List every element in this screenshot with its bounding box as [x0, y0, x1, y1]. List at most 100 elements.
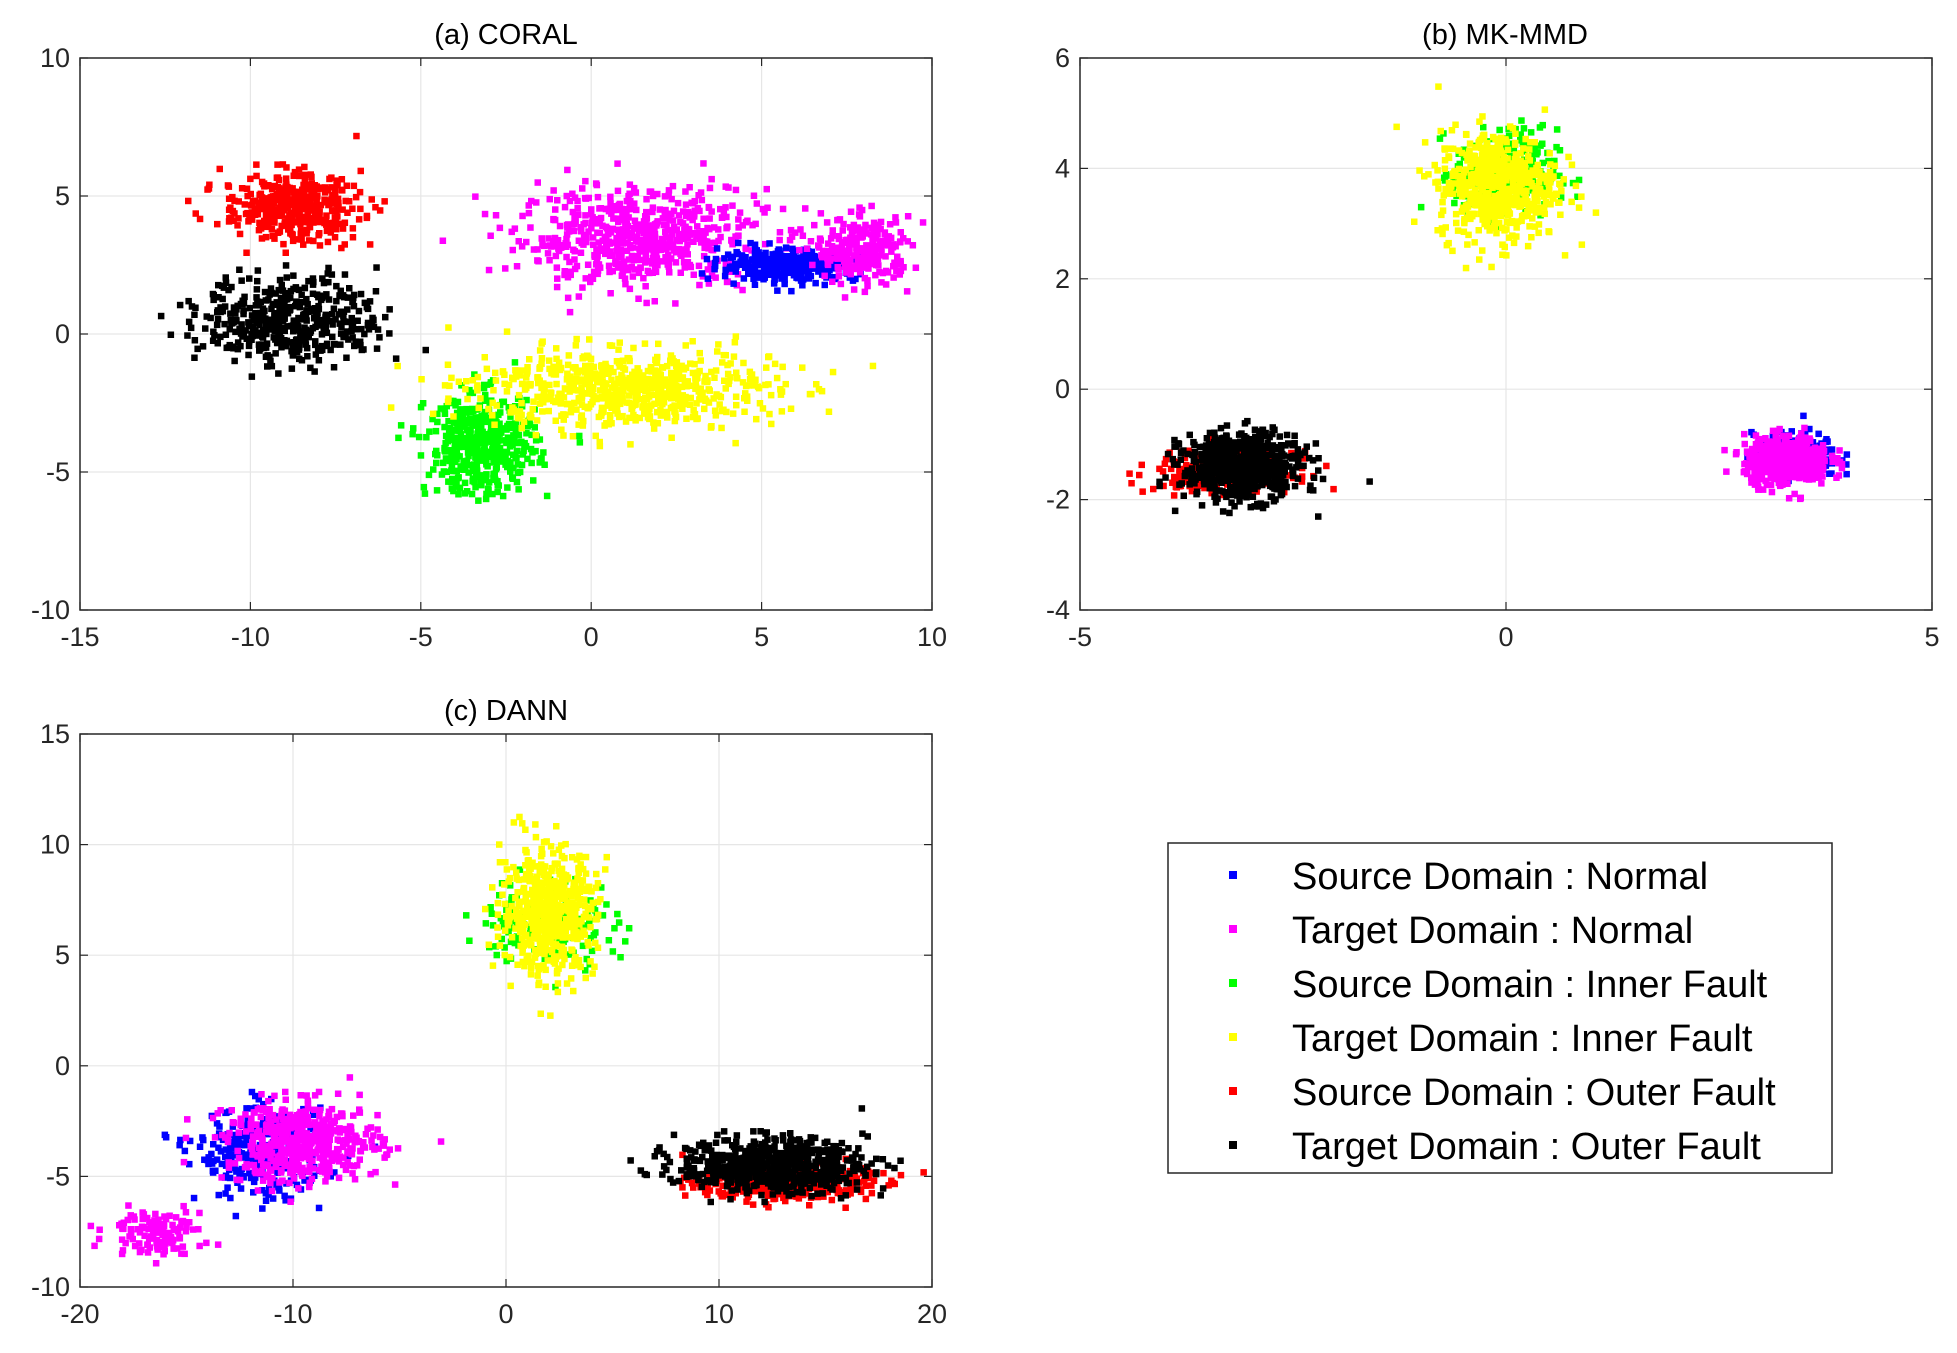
scatter-point [588, 225, 595, 232]
scatter-point [481, 354, 488, 361]
scatter-point [512, 427, 520, 434]
scatter-point [1759, 486, 1767, 493]
scatter-point [323, 312, 331, 320]
scatter-point [763, 364, 770, 371]
scatter-point [498, 437, 506, 444]
scatter-point [244, 209, 251, 217]
scatter-point [1531, 139, 1539, 146]
scatter-point [532, 437, 540, 444]
scatter-point [523, 396, 530, 404]
scatter-point [618, 205, 625, 213]
scatter-point [678, 383, 686, 391]
scatter-point [333, 181, 341, 189]
scatter-point [606, 268, 613, 276]
scatter-point [322, 323, 329, 331]
scatter-point [339, 225, 347, 232]
scatter-point [518, 243, 526, 250]
scatter-point [890, 274, 897, 281]
scatter-point [254, 210, 262, 218]
scatter-point [778, 408, 786, 415]
scatter-point [215, 294, 222, 301]
scatter-point [228, 283, 235, 291]
scatter-point [725, 377, 733, 384]
scatter-point [606, 413, 614, 421]
scatter-point [1529, 215, 1536, 222]
scatter-point [1752, 453, 1759, 460]
scatter-point [684, 208, 692, 216]
scatter-point [1462, 166, 1470, 173]
scatter-point [704, 377, 711, 384]
scatter-point [534, 246, 541, 253]
scatter-point [237, 300, 245, 308]
scatter-point [868, 243, 875, 250]
scatter-point [1541, 106, 1549, 113]
scatter-point [279, 204, 286, 211]
scatter-point [1801, 434, 1809, 441]
scatter-point [679, 405, 686, 412]
scatter-point [872, 261, 880, 269]
scatter-point [609, 225, 617, 233]
scatter-point [303, 295, 310, 303]
scatter-point [472, 414, 480, 421]
scatter-point [496, 401, 504, 409]
scatter-point [635, 221, 642, 228]
scatter-point [654, 368, 662, 375]
scatter-point [560, 416, 567, 423]
scatter-point [845, 248, 852, 256]
scatter-point [448, 450, 455, 457]
scatter-point [1551, 157, 1558, 165]
scatter-point [655, 340, 662, 348]
scatter-point [610, 368, 617, 376]
scatter-point [313, 316, 321, 323]
scatter-point [884, 233, 891, 241]
scatter-point [666, 235, 674, 243]
scatter-point [677, 269, 684, 276]
scatter-point [1796, 449, 1803, 457]
scatter-point [668, 369, 675, 377]
scatter-point [618, 260, 625, 267]
scatter-point [514, 461, 522, 468]
scatter-point [590, 268, 598, 276]
scatter-point [308, 215, 315, 223]
scatter-point [797, 270, 805, 277]
scatter-point [290, 188, 298, 195]
scatter-point [222, 279, 230, 286]
scatter-point [616, 339, 623, 346]
scatter-point [247, 175, 254, 183]
scatter-point [361, 330, 368, 338]
scatter-point [521, 443, 528, 450]
scatter-point [580, 417, 587, 425]
scatter-point [1421, 173, 1428, 180]
scatter-point [1491, 217, 1498, 224]
scatter-point [355, 307, 363, 315]
scatter-point [561, 385, 569, 392]
scatter-point [298, 357, 306, 364]
scatter-point [1453, 192, 1460, 200]
scatter-point [813, 381, 820, 388]
scatter-point [1301, 455, 1308, 462]
scatter-point [569, 377, 576, 385]
x-tick-label: -15 [60, 622, 99, 652]
scatter-point [445, 429, 453, 436]
scatter-point [475, 404, 482, 412]
scatter-point [1298, 473, 1306, 480]
scatter-point [712, 274, 719, 281]
scatter-point [563, 235, 570, 243]
scatter-point [774, 287, 781, 294]
scatter-point [651, 400, 658, 407]
scatter-point [708, 423, 715, 430]
scatter-point [1760, 458, 1768, 466]
scatter-point [1732, 450, 1740, 458]
scatter-point [344, 328, 351, 335]
scatter-point [418, 376, 425, 383]
scatter-point [320, 279, 328, 287]
scatter-point [521, 439, 528, 447]
scatter-point [1479, 182, 1487, 190]
scatter-point [1434, 167, 1441, 174]
scatter-point [682, 212, 690, 220]
scatter-point [623, 197, 631, 205]
scatter-point [708, 246, 715, 254]
scatter-point [357, 167, 364, 175]
scatter-point [635, 227, 643, 234]
scatter-point [487, 381, 494, 388]
